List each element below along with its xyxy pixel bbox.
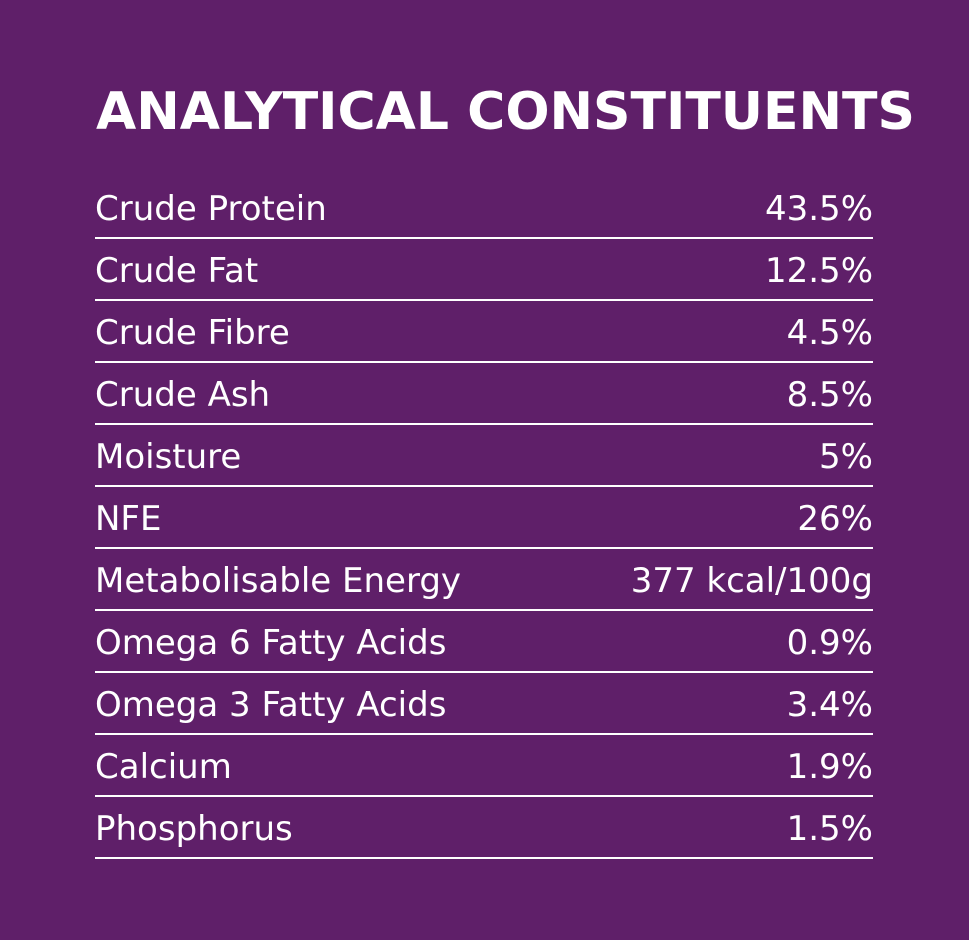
table-row-calcium: Calcium 1.9% [95,735,873,797]
row-label: Crude Protein [95,189,327,229]
row-value: 43.5% [764,189,873,229]
row-label: Crude Fibre [95,313,290,353]
table-row-crude-fat: Crude Fat 12.5% [95,239,873,301]
row-value: 377 kcal/100g [630,561,873,601]
row-value: 8.5% [786,375,873,415]
row-label: Omega 6 Fatty Acids [95,623,447,663]
row-label: Crude Fat [95,251,259,291]
table-row-crude-protein: Crude Protein 43.5% [95,177,873,239]
row-label: NFE [95,499,162,539]
row-value: 1.9% [786,747,873,787]
constituents-table: Crude Protein 43.5% Crude Fat 12.5% Crud… [95,177,873,859]
row-label: Calcium [95,747,232,787]
table-row-metabolisable-energy: Metabolisable Energy 377 kcal/100g [95,549,873,611]
table-row-omega-3-fatty-acids: Omega 3 Fatty Acids 3.4% [95,673,873,735]
row-label: Phosphorus [95,809,293,849]
table-row-moisture: Moisture 5% [95,425,873,487]
page-title: ANALYTICAL CONSTITUENTS [96,82,915,142]
table-row-phosphorus: Phosphorus 1.5% [95,797,873,859]
table-row-nfe: NFE 26% [95,487,873,549]
table-row-omega-6-fatty-acids: Omega 6 Fatty Acids 0.9% [95,611,873,673]
row-label: Omega 3 Fatty Acids [95,685,447,725]
row-value: 4.5% [786,313,873,353]
row-value: 26% [797,499,873,539]
row-value: 1.5% [786,809,873,849]
row-label: Metabolisable Energy [95,561,462,601]
row-value: 5% [819,437,873,477]
table-row-crude-ash: Crude Ash 8.5% [95,363,873,425]
table-row-crude-fibre: Crude Fibre 4.5% [95,301,873,363]
row-label: Crude Ash [95,375,271,415]
row-value: 0.9% [786,623,873,663]
row-value: 12.5% [764,251,873,291]
row-label: Moisture [95,437,242,477]
row-value: 3.4% [786,685,873,725]
